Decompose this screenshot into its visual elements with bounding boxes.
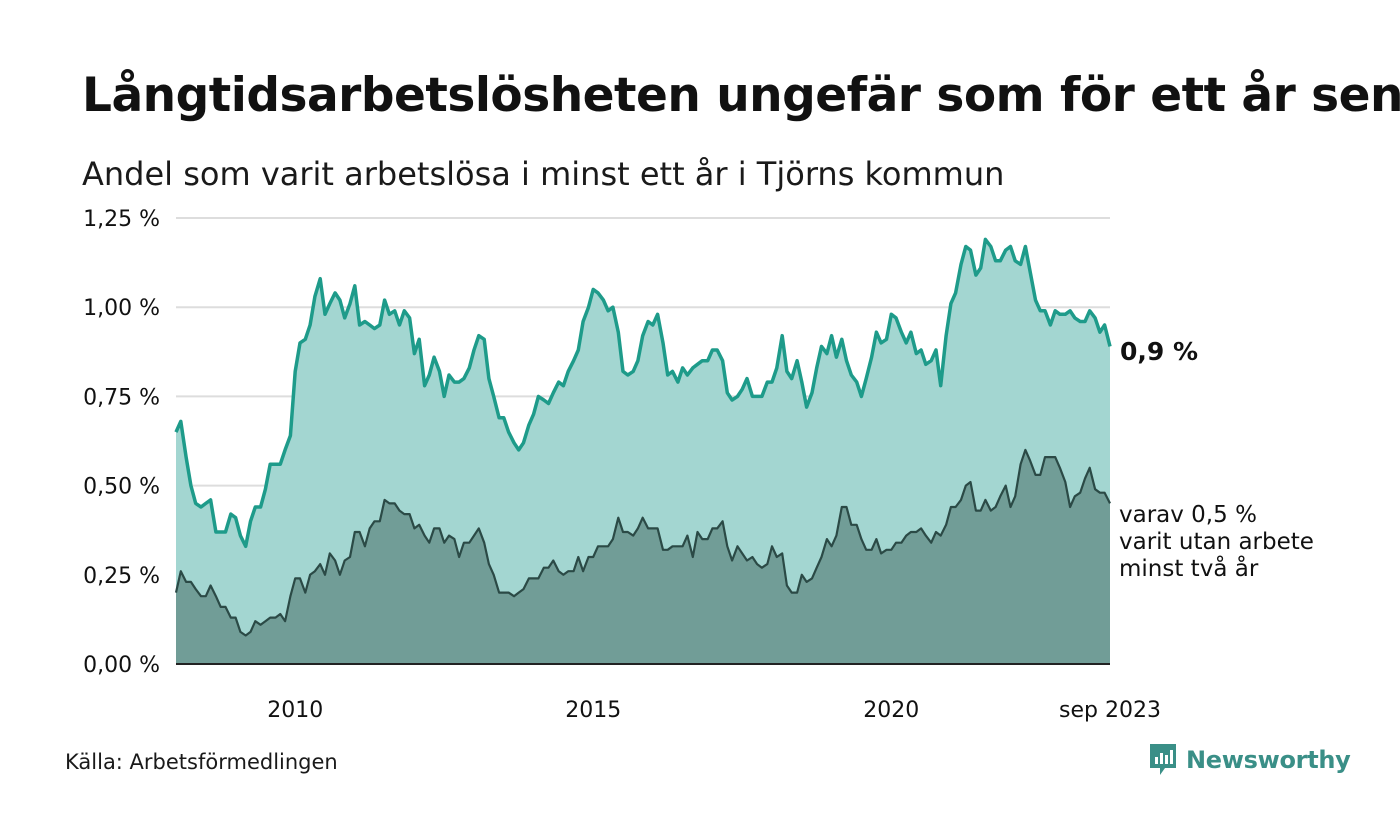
upper-series-line bbox=[174, 237, 1112, 549]
lower-series-end-label: varav 0,5 % varit utan arbete minst två … bbox=[1119, 502, 1314, 582]
y-tick-label: 0,75 % bbox=[83, 385, 160, 410]
x-tick-label: 2010 bbox=[267, 698, 323, 723]
lower-label-line: varit utan arbete bbox=[1119, 529, 1314, 555]
x-axis-ticks: 2010 2015 2020 sep 2023 bbox=[267, 698, 1161, 723]
x-tick-label: 2015 bbox=[565, 698, 621, 723]
lower-series-area bbox=[176, 449, 1110, 664]
lower-series-line bbox=[174, 448, 1111, 637]
newsworthy-icon bbox=[1150, 744, 1176, 775]
lower-label-line: minst två år bbox=[1119, 554, 1259, 582]
y-tick-label: 1,25 % bbox=[83, 207, 160, 232]
y-tick-label: 0,00 % bbox=[83, 653, 160, 678]
y-tick-label: 0,50 % bbox=[83, 475, 160, 500]
chart-subtitle: Andel som varit arbetslösa i minst ett å… bbox=[82, 155, 1005, 193]
chart-title: Långtidsarbetslösheten ungefär som för e… bbox=[82, 68, 1400, 123]
y-tick-label: 0,25 % bbox=[83, 564, 160, 589]
source-note: Källa: Arbetsförmedlingen bbox=[65, 750, 338, 774]
y-tick-label: 1,00 % bbox=[83, 296, 160, 321]
upper-series-end-label: 0,9 % bbox=[1120, 337, 1198, 366]
x-tick-label: 2020 bbox=[863, 698, 919, 723]
y-axis-ticks: 0,00 % 0,25 % 0,50 % 0,75 % 1,00 % 1,25 % bbox=[83, 207, 160, 678]
x-tick-label: sep 2023 bbox=[1059, 698, 1161, 723]
brand-name: Newsworthy bbox=[1186, 746, 1351, 774]
newsworthy-logo[interactable]: Newsworthy bbox=[1148, 742, 1351, 778]
lower-label-line: varav 0,5 % bbox=[1119, 502, 1257, 528]
